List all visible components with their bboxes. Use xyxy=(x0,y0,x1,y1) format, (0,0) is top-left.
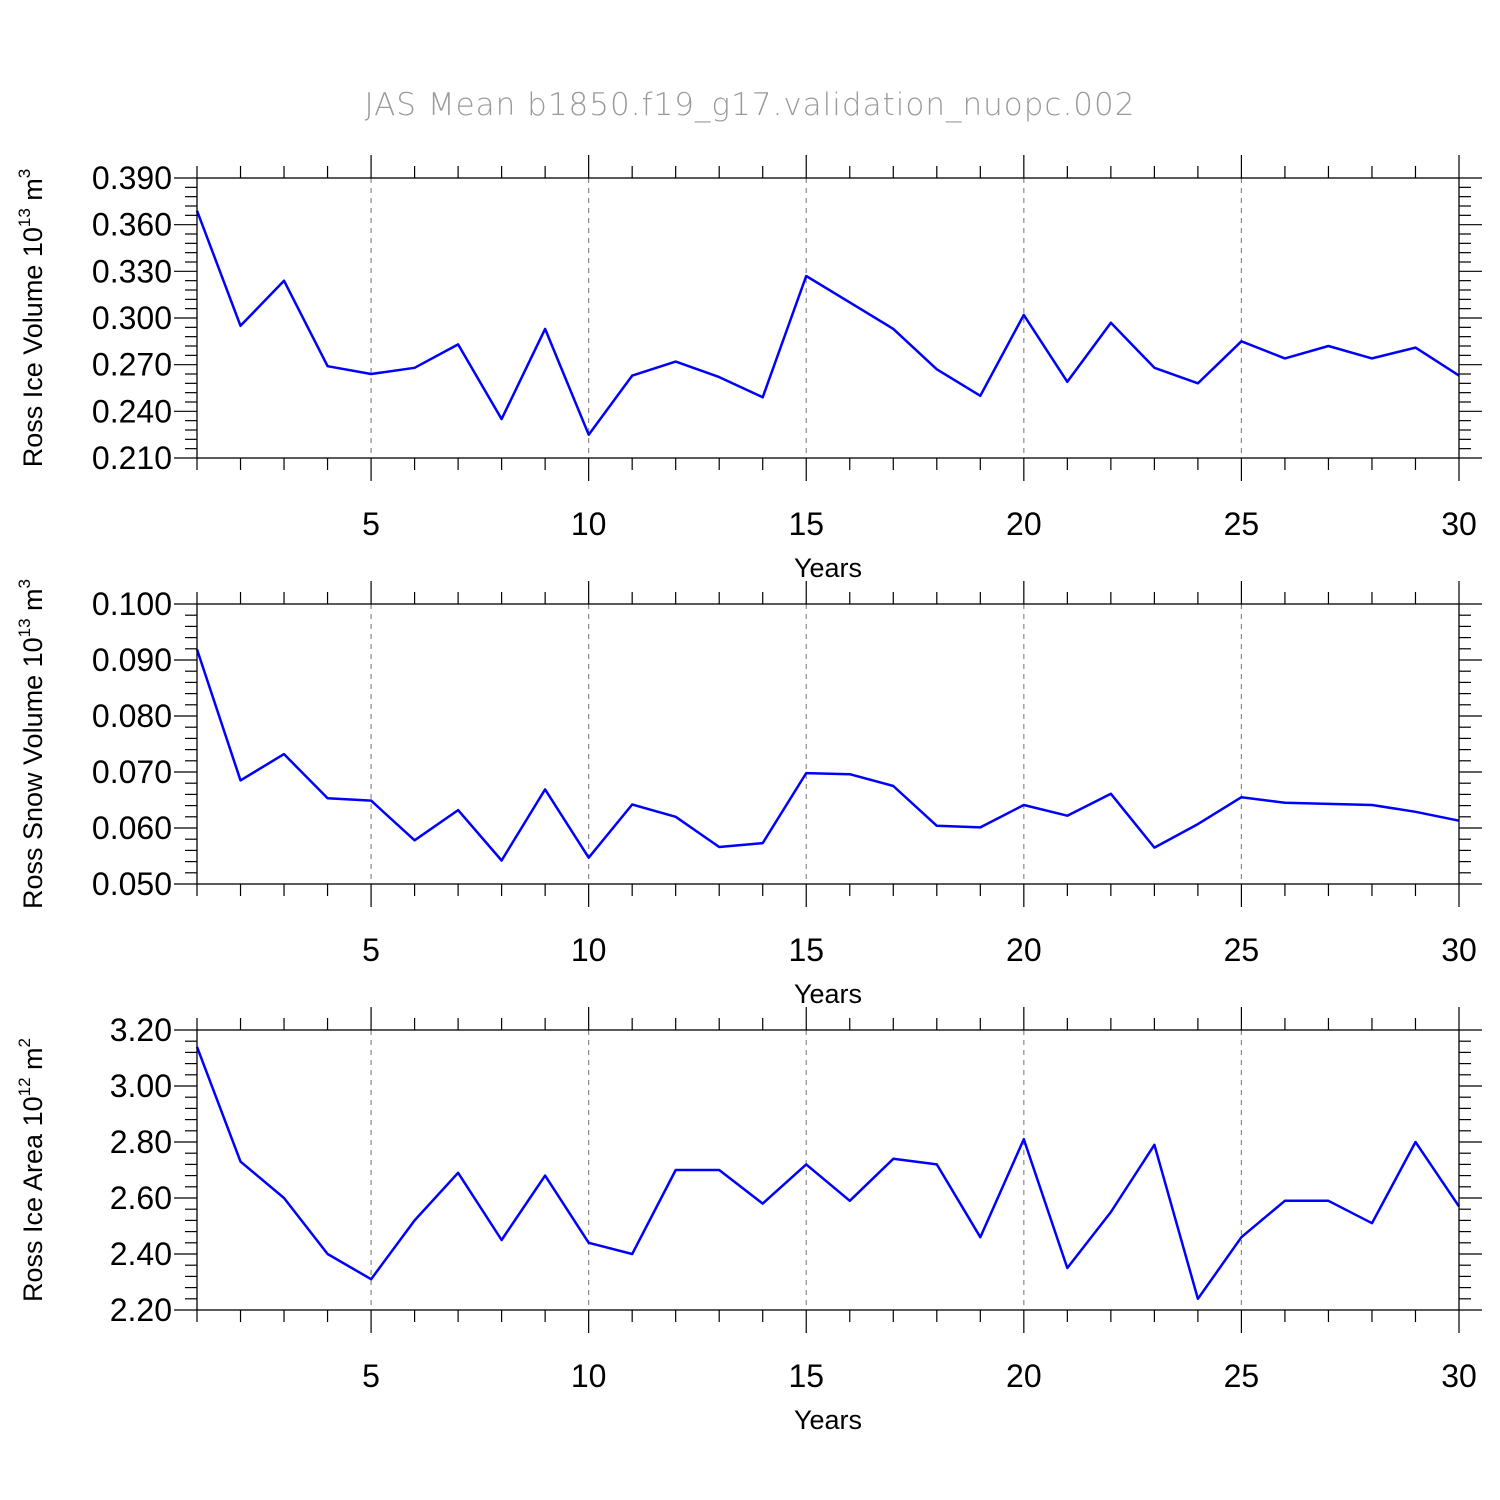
y-tick-label: 2.40 xyxy=(110,1236,172,1272)
x-tick-label: 30 xyxy=(1441,932,1477,968)
x-tick-label: 25 xyxy=(1224,932,1260,968)
y-tick-label: 0.080 xyxy=(92,698,172,734)
x-tick-label: 15 xyxy=(788,506,824,542)
y-tick-label: 0.060 xyxy=(92,810,172,846)
series-line-2 xyxy=(195,649,1460,862)
x-tick-label: 5 xyxy=(362,506,380,542)
panel-2: 0.050 0.060 0.070 0.080 0.090 0.100 5 10 15 20 25 3… xyxy=(15,579,1482,1009)
x-tick-label: 20 xyxy=(1006,506,1042,542)
x-tick-label: 5 xyxy=(362,1358,380,1394)
y-tick-label: 0.300 xyxy=(92,300,172,336)
y-tick-label: 0.100 xyxy=(92,586,172,622)
y-axis-label-exponent: 13 xyxy=(15,618,34,637)
x-tick-label: 10 xyxy=(571,932,607,968)
x-axis-label: Years xyxy=(794,1405,862,1435)
x-tick-label: 25 xyxy=(1224,506,1260,542)
y-tick-label: 0.270 xyxy=(92,347,172,383)
plot-frame xyxy=(196,177,1460,459)
y-axis-label: Ross Ice Area 1012 m2 xyxy=(15,1038,48,1302)
y-tick-label: 0.070 xyxy=(92,754,172,790)
plot-frame xyxy=(196,1029,1460,1311)
y-tick-label: 0.330 xyxy=(92,253,172,289)
y-axis-label-unit: m xyxy=(18,588,48,618)
y-axis-label-exponent: 13 xyxy=(15,208,34,227)
y-axis-label-text: Ross Ice Area 10 xyxy=(18,1096,48,1302)
y-axis-label: Ross Snow Volume 1013 m3 xyxy=(15,579,48,909)
x-tick-label: 10 xyxy=(571,506,607,542)
y-tick-label: 0.090 xyxy=(92,642,172,678)
x-tick-label: 20 xyxy=(1006,932,1042,968)
series-line-3 xyxy=(195,1046,1461,1301)
x-tick-label: 10 xyxy=(571,1358,607,1394)
panel-1: 0.210 0.240 0.270 0.300 0.330 0.360 0.390 5 10 15… xyxy=(15,155,1482,583)
x-tick-label: 30 xyxy=(1441,1358,1477,1394)
y-axis-label-unit-exponent: 2 xyxy=(15,1038,34,1047)
y-tick-label: 2.60 xyxy=(110,1180,172,1216)
panels: 0.210 0.240 0.270 0.300 0.330 0.360 0.390 5 10 15… xyxy=(15,155,1482,1435)
y-tick-label: 0.360 xyxy=(92,207,172,243)
y-axis-label-exponent: 12 xyxy=(15,1077,34,1096)
y-axis-label-unit-exponent: 3 xyxy=(15,169,34,178)
y-tick-label: 3.20 xyxy=(110,1012,172,1048)
y-tick-label: 3.00 xyxy=(110,1068,172,1104)
y-axis-label-text: Ross Ice Volume 10 xyxy=(18,227,48,467)
y-tick-label: 0.240 xyxy=(92,393,172,429)
y-axis-label: Ross Ice Volume 1013 m3 xyxy=(15,169,48,468)
x-axis-label: Years xyxy=(794,979,862,1009)
series-line-1 xyxy=(195,210,1460,436)
panel-3: 2.20 2.40 2.60 2.80 3.00 3.20 5 10 15 20 25 30 Years… xyxy=(15,1007,1482,1435)
x-axis-label: Years xyxy=(794,553,862,583)
y-tick-label: 0.390 xyxy=(92,160,172,196)
x-tick-label: 5 xyxy=(362,932,380,968)
y-axis-label-unit: m xyxy=(18,1047,48,1077)
y-axis-label-unit-exponent: 3 xyxy=(15,579,34,588)
plot-frame xyxy=(196,603,1460,885)
x-tick-label: 15 xyxy=(788,932,824,968)
x-tick-label: 30 xyxy=(1441,506,1477,542)
x-tick-label: 20 xyxy=(1006,1358,1042,1394)
y-tick-label: 2.20 xyxy=(110,1292,172,1328)
x-tick-label: 15 xyxy=(788,1358,824,1394)
y-tick-label: 0.050 xyxy=(92,866,172,902)
y-tick-label: 2.80 xyxy=(110,1124,172,1160)
y-axis-label-unit: m xyxy=(18,178,48,208)
x-tick-label: 25 xyxy=(1224,1358,1260,1394)
y-axis-label-text: Ross Snow Volume 10 xyxy=(18,637,48,909)
chart-title: JAS Mean b1850.f19_g17.validation_nuopc.… xyxy=(365,87,1136,123)
y-tick-label: 0.210 xyxy=(92,440,172,476)
